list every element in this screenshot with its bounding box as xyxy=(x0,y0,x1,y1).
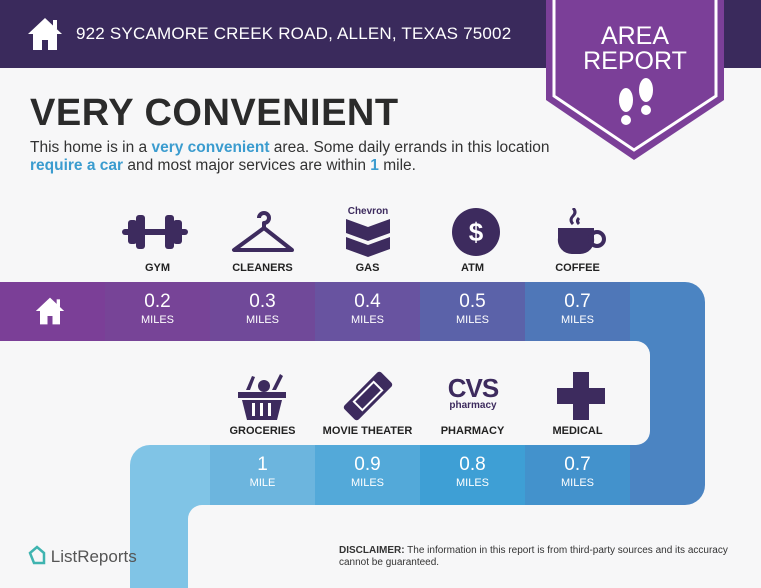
distance-unit: MILES xyxy=(245,314,279,326)
distance-value: 0.4 xyxy=(354,291,381,312)
dollar-icon: $ xyxy=(452,208,500,256)
distance-value: 0.8 xyxy=(459,454,486,475)
basket-icon xyxy=(238,374,286,420)
svg-text:$: $ xyxy=(469,217,484,247)
banner-line2: REPORT xyxy=(583,47,687,75)
amenity-label: ATM xyxy=(460,262,484,274)
distance-unit: MILE xyxy=(249,477,276,489)
chevron-logo-text: Chevron xyxy=(347,206,389,217)
cvs-logo-icon: CVS pharmacy xyxy=(447,373,499,411)
distance-value: 0.3 xyxy=(249,291,276,312)
distance-value: 0.7 xyxy=(564,454,591,475)
listreports-logo: ListReports xyxy=(28,545,137,567)
distance-cell: 0.2 MILES xyxy=(105,282,210,341)
chevron-logo-icon xyxy=(346,219,390,257)
distance-cell: 0.5 MILES xyxy=(420,282,525,341)
distance-cell: 0.9 MILES xyxy=(315,445,420,505)
disclaimer: DISCLAIMER: The information in this repo… xyxy=(339,545,728,568)
distance-unit: MILES xyxy=(140,314,174,326)
distance-unit: MILES xyxy=(560,314,594,326)
distance-value: 0.5 xyxy=(459,291,486,312)
listreports-house-icon xyxy=(28,545,46,565)
distance-cell: 0.7 MILES xyxy=(525,445,630,505)
home-icon xyxy=(35,297,65,325)
amenity-label: GYM xyxy=(144,262,171,274)
distance-cell: 0.8 MILES xyxy=(420,445,525,505)
ticket-icon xyxy=(343,371,393,421)
distance-cell: 0.3 MILES xyxy=(210,282,315,341)
distance-value: 1 xyxy=(257,454,268,475)
distance-unit: MILES xyxy=(455,314,489,326)
distance-value: 0.7 xyxy=(564,291,591,312)
amenity-label: GAS xyxy=(355,262,380,274)
dumbbell-icon xyxy=(122,215,188,249)
home-icon xyxy=(28,18,62,50)
coffee-cup-icon xyxy=(557,208,606,255)
amenity-label: MEDICAL xyxy=(552,425,603,437)
footprints-icon xyxy=(619,78,653,125)
amenity-label: GROCERIES xyxy=(229,425,296,437)
description: This home is in a very convenient area. … xyxy=(30,139,550,174)
distance-cell: 0.4 MILES xyxy=(315,282,420,341)
distance-cell: 1 MILE xyxy=(210,445,315,505)
address: 922 SYCAMORE CREEK ROAD, ALLEN, TEXAS 75… xyxy=(76,24,512,43)
amenity-label: MOVIE THEATER xyxy=(322,425,413,437)
amenity-label: CLEANERS xyxy=(232,262,293,274)
distance-unit: MILES xyxy=(350,314,384,326)
area-report-banner xyxy=(546,0,724,160)
distance-cell: 0.7 MILES xyxy=(525,282,630,341)
amenity-label: COFFEE xyxy=(555,262,600,274)
distance-unit: MILES xyxy=(560,477,594,489)
page-title: VERY CONVENIENT xyxy=(30,92,399,134)
distance-value: 0.2 xyxy=(144,291,171,312)
medical-cross-icon xyxy=(557,372,605,420)
banner-line1: AREA xyxy=(600,22,670,50)
distance-unit: MILES xyxy=(455,477,489,489)
amenity-label: PHARMACY xyxy=(440,425,505,437)
hanger-icon xyxy=(232,211,294,252)
distance-unit: MILES xyxy=(350,477,384,489)
distance-value: 0.9 xyxy=(354,454,381,475)
